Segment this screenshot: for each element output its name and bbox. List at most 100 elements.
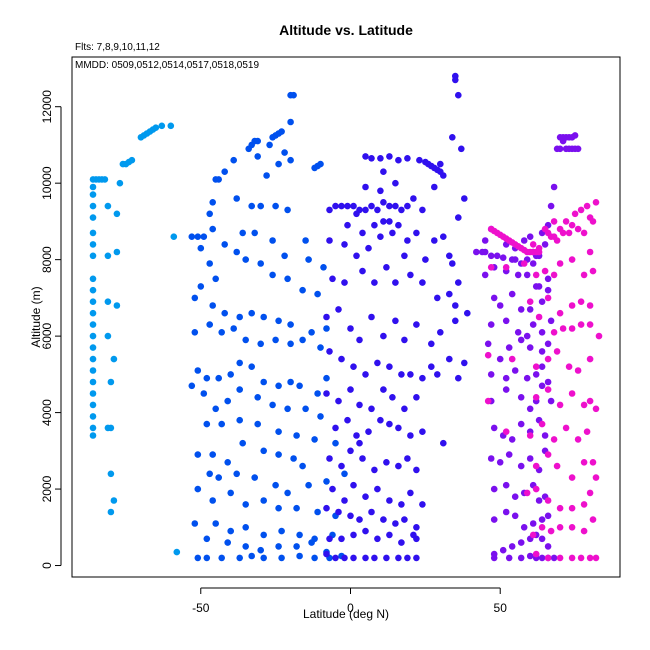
data-point (380, 386, 387, 393)
data-point (350, 202, 357, 210)
data-point (401, 252, 408, 260)
data-point (544, 512, 552, 520)
data-point (371, 466, 378, 474)
data-point (281, 149, 288, 156)
data-point (248, 552, 255, 560)
data-point (544, 355, 552, 363)
data-point (481, 271, 489, 279)
data-point (254, 420, 261, 428)
data-point (523, 489, 531, 497)
data-point (440, 439, 447, 447)
data-point (499, 254, 507, 261)
data-point (487, 371, 495, 378)
data-point (538, 535, 546, 543)
data-point (490, 294, 498, 302)
data-point (227, 527, 234, 535)
data-point (407, 371, 414, 378)
data-point (287, 378, 294, 386)
data-point (350, 554, 357, 562)
data-point (299, 462, 306, 470)
data-point (221, 241, 228, 248)
data-point (338, 355, 345, 363)
data-point (404, 455, 411, 462)
data-point (326, 535, 333, 543)
data-point (230, 325, 237, 332)
data-point (242, 256, 249, 263)
data-point (496, 459, 504, 466)
data-point (254, 137, 261, 145)
data-point (374, 206, 381, 214)
data-point (505, 344, 513, 351)
data-point (386, 202, 393, 210)
data-point (589, 516, 597, 523)
data-point (374, 535, 381, 543)
data-point (592, 199, 600, 206)
data-point (299, 286, 306, 294)
data-point (404, 202, 411, 210)
data-point (413, 321, 420, 328)
data-point (341, 241, 348, 248)
data-point (380, 516, 387, 523)
data-point (413, 554, 420, 562)
data-point (215, 374, 222, 382)
data-point (577, 321, 585, 328)
data-point (589, 459, 597, 466)
data-point (209, 497, 216, 504)
dates-subtitle: MMDD: 0509,0512,0514,0517,0518,0519 (75, 60, 259, 71)
data-point (538, 348, 546, 355)
data-point (434, 371, 441, 378)
data-point (323, 478, 330, 485)
data-point (287, 156, 294, 164)
data-point (574, 225, 582, 233)
data-point (323, 325, 330, 332)
data-point (544, 554, 552, 562)
data-point (562, 218, 570, 225)
data-point (206, 470, 213, 478)
data-point (547, 202, 555, 210)
data-point (290, 91, 297, 99)
data-point (299, 336, 306, 344)
data-point (455, 214, 462, 221)
data-point (532, 462, 540, 470)
data-point (260, 378, 268, 386)
data-point (502, 374, 510, 382)
data-point (194, 233, 202, 240)
data-point (386, 531, 393, 539)
data-point (547, 527, 555, 535)
data-point (335, 508, 342, 516)
data-point (395, 156, 402, 164)
data-point (532, 283, 540, 290)
data-point (269, 401, 276, 409)
data-point (404, 554, 411, 562)
data-point (511, 493, 519, 501)
data-point (314, 508, 321, 516)
data-point (356, 336, 363, 344)
data-point (386, 363, 393, 371)
data-point (550, 436, 558, 443)
data-point (428, 363, 435, 371)
data-point (248, 309, 255, 317)
data-point (359, 229, 366, 237)
data-point (380, 168, 387, 175)
data-point (428, 340, 435, 348)
data-point (242, 524, 249, 531)
data-point (260, 497, 268, 504)
data-point (380, 218, 387, 225)
data-point (191, 294, 199, 302)
data-point (248, 363, 255, 371)
data-point (89, 378, 97, 386)
data-point (431, 183, 438, 191)
data-point (113, 210, 121, 218)
data-point (568, 474, 576, 481)
data-point (577, 206, 585, 214)
data-point (583, 202, 591, 210)
data-point (257, 546, 265, 554)
data-point (239, 229, 246, 237)
data-point (89, 432, 97, 439)
data-point (107, 508, 115, 516)
data-point (278, 554, 285, 562)
y-axis-label: Altitude (m) (29, 286, 43, 347)
data-point (362, 183, 369, 191)
data-point (502, 428, 510, 436)
